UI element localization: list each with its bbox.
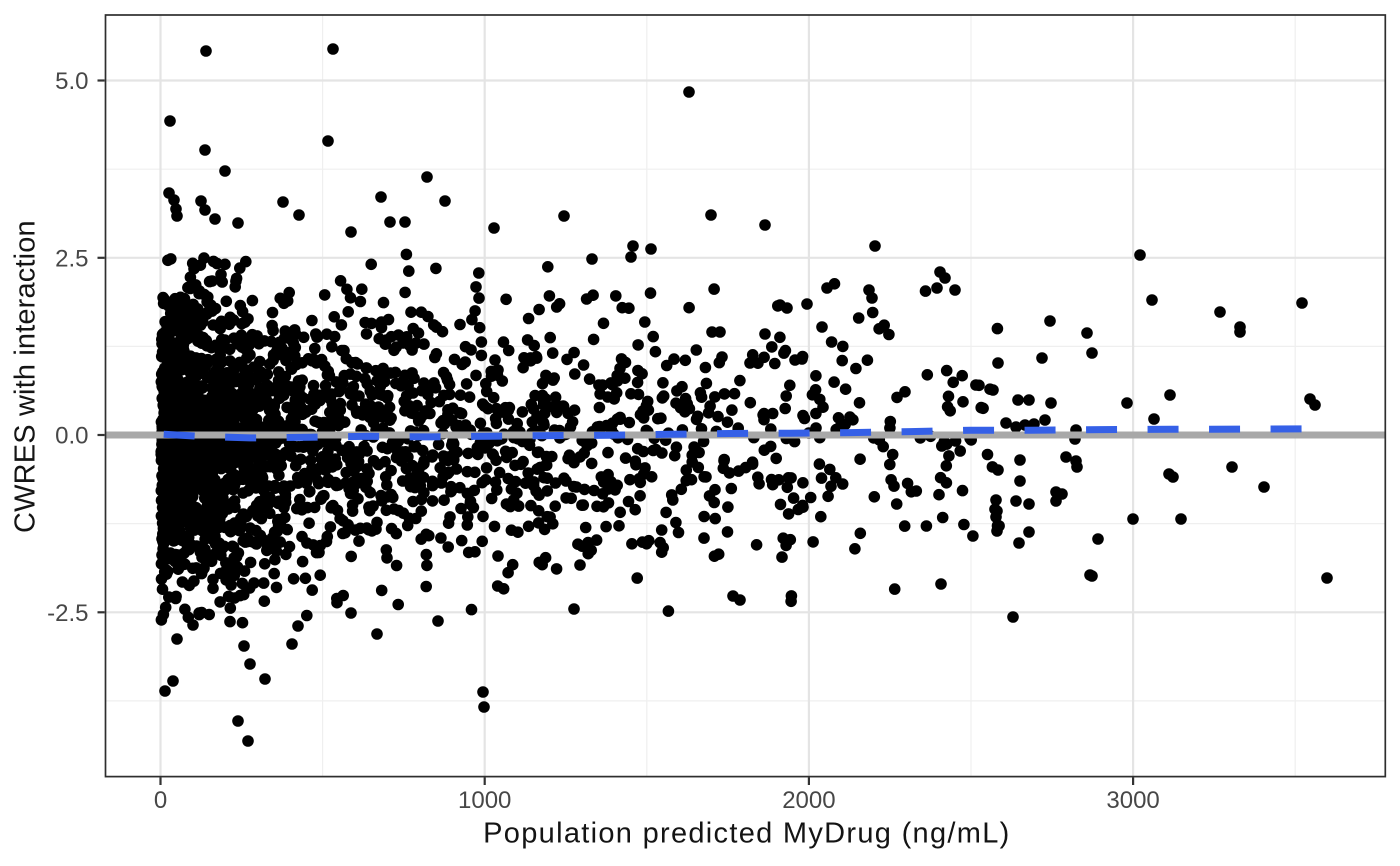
svg-text:0: 0	[154, 787, 167, 814]
svg-text:0.0: 0.0	[55, 423, 88, 450]
svg-text:2000: 2000	[782, 787, 835, 814]
svg-text:CWRES with interaction: CWRES with interaction	[10, 220, 42, 533]
svg-text:3000: 3000	[1106, 787, 1159, 814]
svg-text:2.5: 2.5	[55, 246, 88, 273]
svg-text:Population predicted MyDrug (n: Population predicted MyDrug (ng/mL)	[483, 818, 1010, 850]
svg-text:-2.5: -2.5	[47, 600, 88, 627]
svg-text:5.0: 5.0	[55, 68, 88, 95]
svg-text:1000: 1000	[458, 787, 511, 814]
